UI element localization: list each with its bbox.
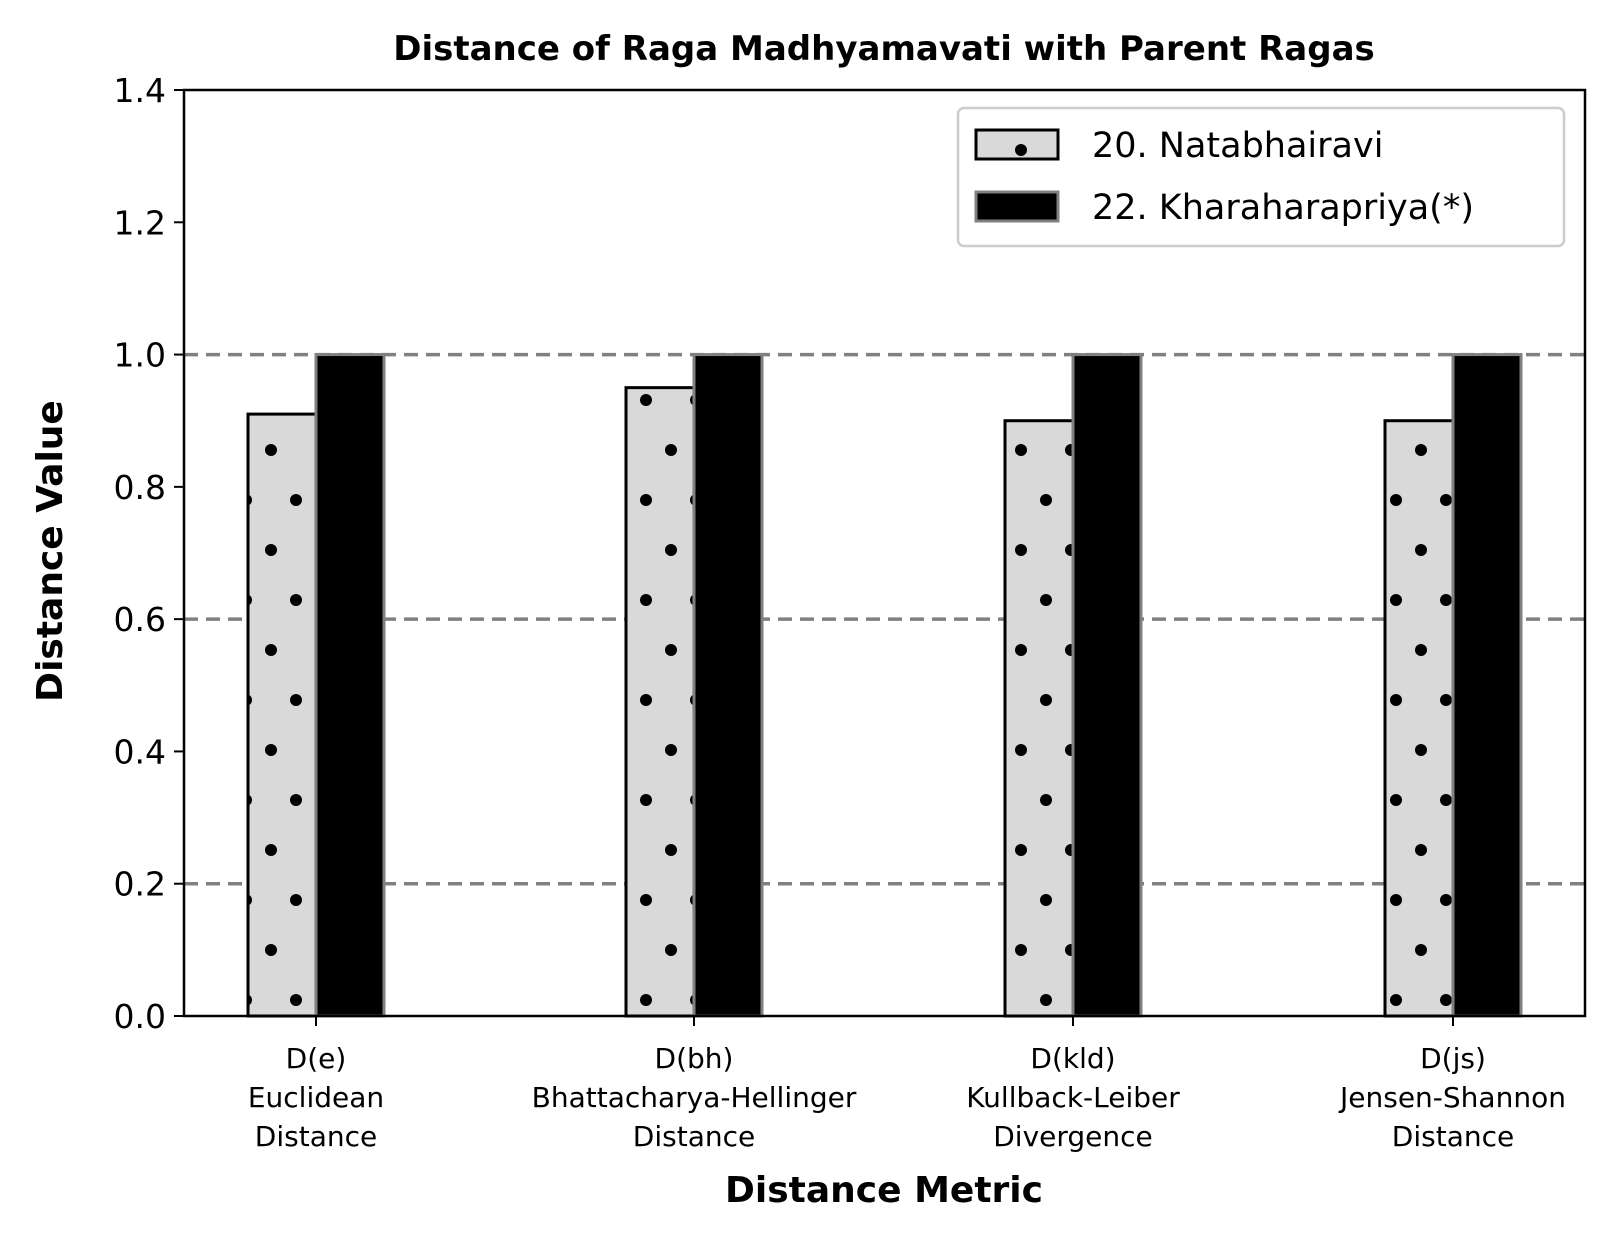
x-tick-label: Euclidean xyxy=(248,1081,384,1114)
legend-label-0: 20. Natabhairavi xyxy=(1092,126,1383,166)
plot-frame xyxy=(182,88,1587,1018)
bar-series-1-cat-0 xyxy=(314,353,386,1018)
x-tick-label: Kullback-Leiber xyxy=(966,1081,1180,1114)
legend-swatch-0 xyxy=(974,128,1060,161)
grid-lines xyxy=(184,352,1585,886)
x-tick-label: D(js) xyxy=(1420,1042,1486,1075)
bar-series-1-cat-2 xyxy=(1071,353,1143,1018)
bar-series-0-cat-0 xyxy=(246,412,318,1018)
x-tick-label: Distance xyxy=(1392,1120,1514,1153)
x-tick-label: Bhattacharya-Hellinger xyxy=(532,1081,857,1114)
y-axis-ticks: 0.0 0.2 0.4 0.6 0.8 1.0 1.2 1.4 xyxy=(114,71,184,1036)
y-tick-label: 0.6 xyxy=(114,600,166,639)
x-axis-ticks: D(e) Euclidean Distance D(bh) Bhattacharya-H… xyxy=(248,1016,1566,1153)
bar-series-0-cat-3 xyxy=(1383,419,1455,1018)
y-tick-label: 1.2 xyxy=(114,203,166,242)
y-axis-title: Distance Value xyxy=(30,400,71,702)
legend-box xyxy=(956,106,1566,248)
x-tick-label: Jensen-Shannon xyxy=(1338,1081,1566,1114)
y-tick-label: 0.0 xyxy=(114,997,166,1036)
x-tick-label: Distance xyxy=(255,1120,377,1153)
x-tick-label: D(bh) xyxy=(655,1042,734,1075)
bar-series-0-cat-2 xyxy=(1003,419,1075,1018)
x-tick-label: Distance xyxy=(633,1120,755,1153)
x-tick-label: D(kld) xyxy=(1030,1042,1115,1075)
y-tick-label: 0.4 xyxy=(114,732,166,771)
x-tick-label: Divergence xyxy=(993,1120,1153,1153)
x-tick-label: D(e) xyxy=(286,1042,347,1075)
x-axis-title: Distance Metric xyxy=(725,1170,1043,1211)
y-tick-label: 1.4 xyxy=(114,71,166,110)
legend-label-1: 22. Kharaharapriya(*) xyxy=(1092,188,1474,228)
bar-series-1-cat-1 xyxy=(692,353,764,1018)
y-tick-label: 0.8 xyxy=(114,468,166,507)
bar-series-0-cat-1 xyxy=(624,386,696,1018)
bars xyxy=(246,353,1523,1018)
legend-swatch-1 xyxy=(974,190,1060,223)
legend: 20. Natabhairavi 22. Kharaharapriya(*) xyxy=(956,106,1566,248)
chart-title: Distance of Raga Madhyamavati with Paren… xyxy=(393,29,1375,69)
y-tick-label: 0.2 xyxy=(114,865,166,904)
y-tick-label: 1.0 xyxy=(114,336,166,375)
bar-series-1-cat-3 xyxy=(1451,353,1523,1018)
